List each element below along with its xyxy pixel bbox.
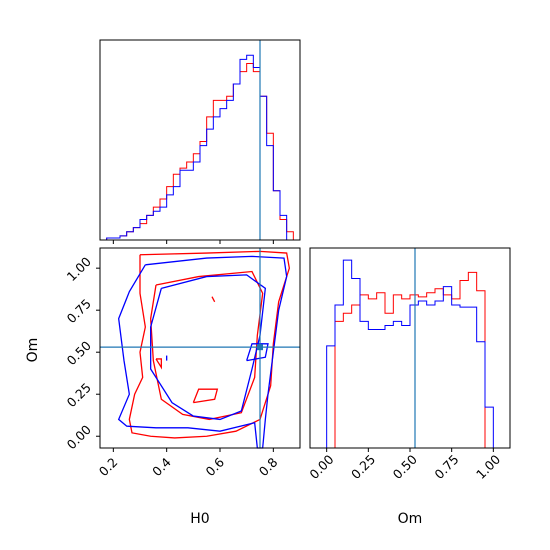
x-axis-label-om: Om — [398, 511, 423, 527]
contour-series-0-level-1 — [150, 270, 264, 421]
contour-xtick-label: 0.8 — [256, 454, 281, 479]
contour-series-0-level-0 — [128, 250, 291, 439]
contour-ytick-label: 0.50 — [64, 338, 94, 368]
contour-ytick-label: 1.00 — [64, 254, 94, 284]
hist-Om-frame — [309, 247, 511, 449]
contour-series-0-level-2 — [192, 388, 219, 404]
contour-series-0-level-4 — [211, 296, 216, 303]
hist-Om-xtick-label: 0.00 — [306, 452, 336, 482]
contour-ytick-label: 0.75 — [64, 296, 94, 326]
hist-om-panel: 0.00 0.25 0.50 0.75 1.00 — [306, 247, 511, 482]
hist-H0-frame — [99, 39, 301, 241]
hist-h0-panel — [99, 39, 301, 244]
contour-series-1-level-5 — [117, 255, 288, 449]
contour-series-1-level-7 — [246, 343, 269, 362]
hist-Om-series-0-step — [318, 271, 502, 449]
contour-series-1-level-6 — [150, 274, 267, 421]
hist-Om-xtick-label: 0.25 — [348, 452, 378, 482]
contour-xtick-label: 0.2 — [96, 454, 121, 479]
contour-h0-om-panel: 0.2 0.4 0.6 0.8 0.00 0.25 0.50 0.75 1.00 — [64, 247, 301, 479]
contour-series-0-level-3 — [155, 358, 162, 370]
truth-marker — [257, 344, 263, 351]
contour-ytick-label: 0.25 — [64, 380, 94, 410]
hist-Om-xtick-label: 0.50 — [390, 452, 420, 482]
hist-Om-xtick-label: 1.00 — [473, 452, 503, 482]
contour-frame — [99, 247, 301, 449]
hist-Om-xtick-label: 0.75 — [431, 452, 461, 482]
x-axis-label-h0: H0 — [190, 511, 209, 527]
hist-H0-series-1-step — [100, 54, 300, 241]
hist-Om-series-1-step — [318, 259, 502, 449]
y-axis-label-om: Om — [25, 338, 41, 363]
contour-xtick-label: 0.6 — [202, 454, 227, 479]
contour-ytick-label: 0.00 — [64, 422, 94, 452]
contour-xtick-label: 0.4 — [149, 454, 174, 479]
